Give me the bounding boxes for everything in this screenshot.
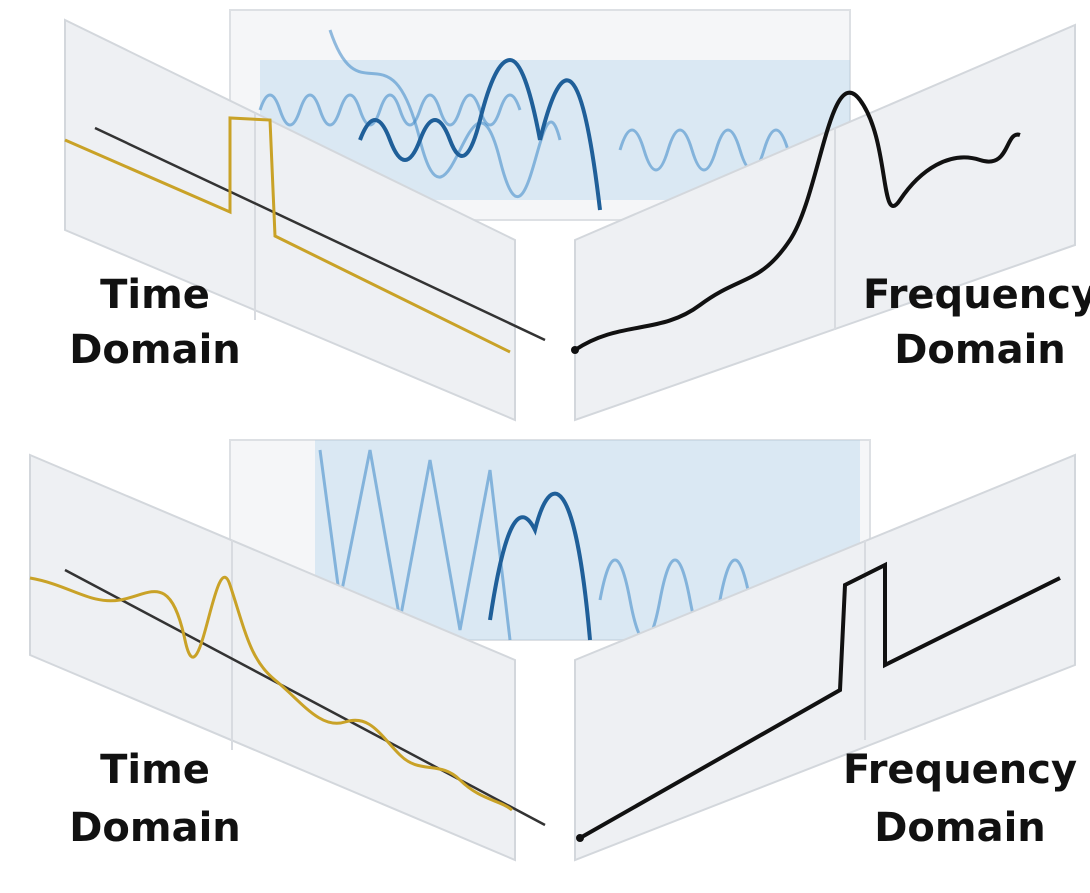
- time-axis: [64, 568, 546, 827]
- frequency-signal: [573, 90, 1021, 352]
- frequency-label: Domain: [894, 327, 1066, 373]
- time-signal: [64, 116, 511, 354]
- time-label: Domain: [69, 327, 241, 373]
- wave: [258, 93, 522, 127]
- frequency-label: Domain: [874, 805, 1046, 851]
- time-label: Domain: [69, 805, 241, 851]
- wave: [618, 128, 814, 172]
- wave-sheet: [315, 440, 860, 640]
- origin-dot: [571, 346, 579, 354]
- time-axis: [94, 126, 546, 342]
- wave: [358, 57, 542, 162]
- frequency-label: Frequency: [843, 747, 1077, 793]
- wave-sheet: [260, 60, 850, 200]
- time-wall: [29, 453, 516, 862]
- frequency-label: Frequency: [863, 272, 1090, 318]
- time-label: Time: [100, 747, 210, 793]
- frequency-wall: [574, 23, 1076, 422]
- wave: [488, 491, 592, 641]
- top-panel: Time Domain Frequency Domain: [64, 9, 1090, 422]
- time-signal: [29, 575, 513, 812]
- frequency-wall: [574, 453, 1076, 862]
- wave: [328, 29, 562, 199]
- wave: [318, 449, 512, 641]
- frequency-signal: [579, 561, 1061, 840]
- wave: [538, 78, 602, 211]
- bottom-panel: Time Domain Frequency Domain: [29, 439, 1077, 862]
- origin-dot: [576, 834, 584, 842]
- time-label: Time: [100, 272, 210, 318]
- wave: [598, 558, 752, 642]
